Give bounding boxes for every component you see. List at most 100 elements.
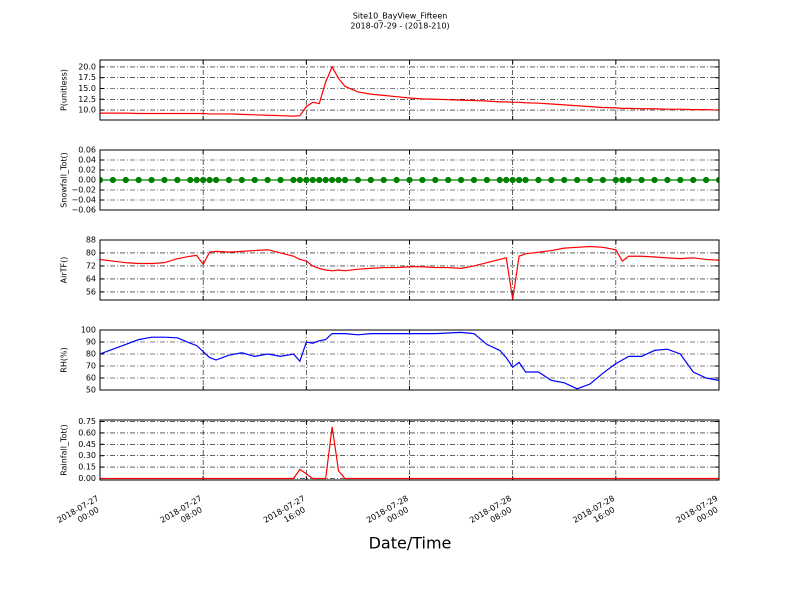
data-point	[703, 176, 710, 184]
data-point	[677, 176, 684, 184]
y-tick-label: 0.60	[78, 428, 96, 437]
data-point	[238, 176, 245, 184]
data-point	[516, 176, 523, 184]
y-tick-label: 0.30	[78, 451, 96, 460]
y-tick-label: 60	[86, 374, 96, 383]
data-point	[625, 176, 632, 184]
y-tick-label: 56	[86, 287, 96, 296]
y-tick-label: 0.75	[78, 417, 96, 426]
data-point	[174, 176, 181, 184]
data-line	[100, 65, 719, 117]
y-tick-label: 17.5	[78, 73, 96, 82]
plot-frame	[99, 239, 720, 301]
data-point	[406, 176, 413, 184]
y-tick-label: 0.02	[78, 166, 96, 175]
plot-frame	[99, 149, 720, 211]
data-point	[690, 176, 697, 184]
data-point	[309, 176, 316, 184]
data-point	[161, 176, 168, 184]
y-tick-label: 0.00	[78, 474, 96, 483]
data-point	[619, 176, 626, 184]
data-point	[122, 176, 129, 184]
series-group	[100, 331, 719, 390]
data-point	[651, 176, 658, 184]
data-point	[522, 176, 529, 184]
data-point	[457, 176, 465, 184]
data-point	[574, 176, 581, 184]
data-point	[335, 176, 342, 184]
data-point	[148, 176, 155, 184]
series-group	[100, 65, 719, 117]
data-point	[296, 176, 303, 184]
data-point	[638, 176, 645, 184]
data-point	[135, 176, 142, 184]
y-tick-label: −0.06	[71, 206, 96, 215]
plot-frame	[99, 59, 720, 121]
data-point	[561, 176, 568, 184]
y-tick-label: −0.02	[71, 186, 96, 195]
data-point	[393, 176, 400, 184]
data-line	[100, 245, 719, 300]
y-tick-label: 0.04	[78, 156, 96, 165]
y-tick-label: 72	[86, 261, 96, 270]
data-line	[100, 426, 719, 480]
data-point	[251, 176, 258, 184]
y-tick-label: 88	[86, 236, 96, 245]
data-point	[303, 176, 310, 184]
data-point	[664, 176, 671, 184]
data-point	[503, 176, 510, 184]
y-tick-label: 0.45	[78, 440, 96, 449]
series-group	[100, 245, 719, 300]
y-tick-label: 20.0	[78, 62, 96, 71]
data-point	[322, 176, 329, 184]
y-tick-label: 50	[86, 386, 96, 395]
y-tick-label: 70	[86, 362, 96, 371]
data-point	[187, 176, 194, 184]
data-point	[496, 176, 503, 184]
y-tick-label: 90	[86, 338, 96, 347]
y-tick-label: 100	[81, 326, 96, 335]
data-point	[599, 176, 607, 184]
data-point	[432, 176, 439, 184]
data-point	[329, 176, 336, 184]
data-point	[715, 176, 719, 184]
data-point	[200, 176, 207, 184]
figure-subtitle: 2018-07-29 - (2018-210)	[350, 22, 449, 31]
y-tick-label: −0.04	[71, 196, 96, 205]
data-point	[290, 176, 297, 184]
data-point	[612, 176, 619, 184]
data-line	[100, 331, 719, 390]
y-tick-label: 0.00	[78, 176, 96, 185]
y-tick-label: 64	[86, 274, 96, 283]
data-point	[483, 176, 490, 184]
y-axis-label: Rainfall_Tot()	[60, 424, 69, 476]
y-tick-label: 80	[86, 350, 96, 359]
data-point	[509, 176, 516, 184]
y-tick-label: 0.15	[78, 463, 96, 472]
data-point	[380, 176, 387, 184]
data-point	[586, 176, 594, 184]
y-tick-label: 80	[86, 248, 96, 257]
data-point	[445, 176, 452, 184]
x-axis-label: Date/Time	[369, 534, 452, 553]
data-point	[535, 176, 542, 184]
data-point	[470, 176, 478, 184]
y-axis-label: Snowfall_Tot()	[60, 152, 69, 208]
y-tick-label: 10.0	[78, 106, 96, 115]
series-group	[100, 426, 719, 480]
plot-frame	[99, 329, 720, 391]
data-point	[264, 176, 271, 184]
data-point	[277, 176, 284, 184]
data-point	[225, 176, 233, 184]
y-axis-label: P(unitless)	[60, 69, 69, 111]
y-axis-label: RH(%)	[60, 347, 69, 372]
data-point	[193, 176, 200, 184]
data-point	[212, 176, 220, 184]
data-point	[419, 176, 426, 184]
data-point	[548, 176, 555, 184]
plot-frame	[99, 419, 720, 481]
data-point	[354, 176, 362, 184]
y-tick-label: 12.5	[78, 95, 96, 104]
